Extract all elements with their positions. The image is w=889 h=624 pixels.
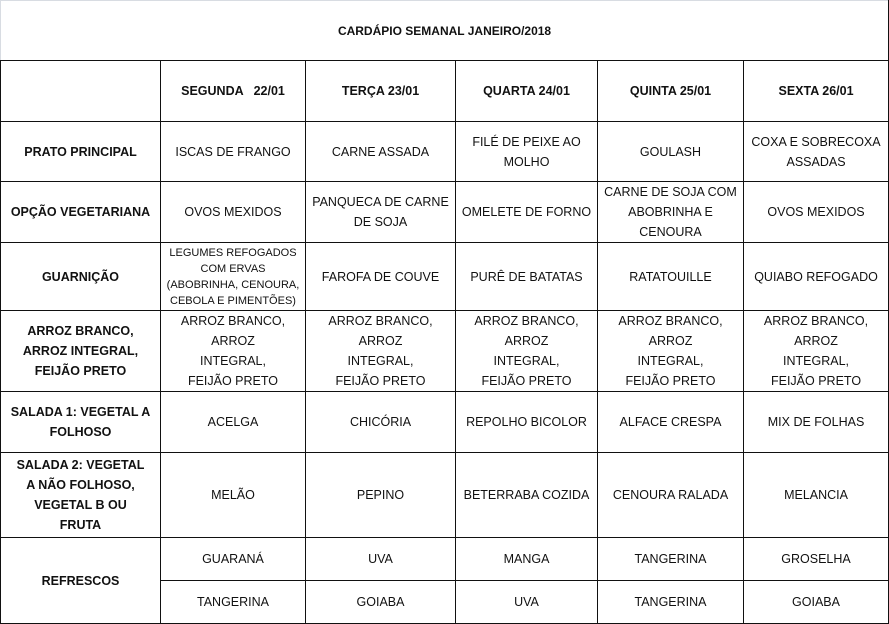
corner-cell bbox=[0, 60, 161, 122]
menu-cell: ALFACE CRESPA bbox=[597, 391, 744, 453]
refresco-cell: GROSELHA bbox=[742, 537, 889, 581]
menu-cell: ARROZ BRANCO, ARROZ INTEGRAL, FEIJÃO PRE… bbox=[160, 310, 306, 392]
menu-cell: FILÉ DE PEIXE AO MOLHO bbox=[455, 121, 598, 182]
refresco-cell: UVA bbox=[305, 537, 456, 581]
refresco-cell: GUARANÁ bbox=[160, 537, 306, 581]
menu-cell: QUIABO REFOGADO bbox=[742, 242, 889, 311]
title-row: CARDÁPIO SEMANAL JANEIRO/2018 bbox=[0, 0, 889, 61]
menu-cell: OMELETE DE FORNO bbox=[455, 181, 598, 243]
day-header: TERÇA 23/01 bbox=[305, 60, 456, 122]
menu-cell: BETERRABA COZIDA bbox=[455, 452, 598, 538]
refresco-cell: MANGA bbox=[455, 537, 598, 581]
table-row: OPÇÃO VEGETARIANA OVOS MEXIDOS PANQUECA DE… bbox=[0, 181, 889, 243]
menu-cell: CARNE ASSADA bbox=[305, 121, 456, 182]
menu-title: CARDÁPIO SEMANAL JANEIRO/2018 bbox=[0, 0, 889, 61]
row-label: SALADA 2: VEGETAL A NÃO FOLHOSO, VEGETAL… bbox=[0, 452, 161, 538]
row-label: OPÇÃO VEGETARIANA bbox=[0, 181, 161, 243]
menu-cell: PURÊ DE BATATAS bbox=[455, 242, 598, 311]
menu-cell: ARROZ BRANCO, ARROZ INTEGRAL, FEIJÃO PRE… bbox=[305, 310, 456, 392]
menu-cell: ARROZ BRANCO, ARROZ INTEGRAL, FEIJÃO PRE… bbox=[455, 310, 598, 392]
refresco-cell: TANGERINA bbox=[160, 580, 306, 624]
row-label: REFRESCOS bbox=[0, 537, 161, 624]
menu-cell: RATATOUILLE bbox=[597, 242, 744, 311]
table-row: SALADA 2: VEGETAL A NÃO FOLHOSO, VEGETAL… bbox=[0, 452, 889, 538]
refrescos-row: REFRESCOS GUARANÁ UVA MANGA TANGERINA GROSELH… bbox=[0, 537, 889, 624]
day-header: QUINTA 25/01 bbox=[597, 60, 744, 122]
refresco-cell: GOIABA bbox=[742, 580, 889, 624]
menu-cell: CHICÓRIA bbox=[305, 391, 456, 453]
day-header: SEXTA 26/01 bbox=[742, 60, 889, 122]
header-row: SEGUNDA 22/01 TERÇA 23/01 QUARTA 24/01 Q… bbox=[0, 60, 889, 122]
menu-cell: OVOS MEXIDOS bbox=[160, 181, 306, 243]
menu-cell: MELANCIA bbox=[742, 452, 889, 538]
menu-cell: MIX DE FOLHAS bbox=[742, 391, 889, 453]
menu-cell: MELÃO bbox=[160, 452, 306, 538]
table-row: GUARNIÇÃO LEGUMES REFOGADOS COM ERVAS (AB… bbox=[0, 242, 889, 311]
menu-cell: COXA E SOBRECOXA ASSADAS bbox=[742, 121, 889, 182]
refresco-cell: GOIABA bbox=[305, 580, 456, 624]
menu-cell: OVOS MEXIDOS bbox=[742, 181, 889, 243]
refresco-cell: TANGERINA bbox=[597, 580, 744, 624]
row-label: GUARNIÇÃO bbox=[0, 242, 161, 311]
table-row: PRATO PRINCIPAL ISCAS DE FRANGO CARNE ASSA… bbox=[0, 121, 889, 182]
menu-cell: LEGUMES REFOGADOS COM ERVAS (ABOBRINHA, … bbox=[160, 242, 306, 311]
menu-cell: ISCAS DE FRANGO bbox=[160, 121, 306, 182]
row-label: ARROZ BRANCO, ARROZ INTEGRAL, FEIJÃO PRE… bbox=[0, 310, 161, 392]
day-header: QUARTA 24/01 bbox=[455, 60, 598, 122]
menu-cell: PANQUECA DE CARNE DE SOJA bbox=[305, 181, 456, 243]
menu-cell: PEPINO bbox=[305, 452, 456, 538]
row-label: SALADA 1: VEGETAL A FOLHOSO bbox=[0, 391, 161, 453]
table-row: SALADA 1: VEGETAL A FOLHOSO ACELGA CHICÓRI… bbox=[0, 391, 889, 453]
row-label: PRATO PRINCIPAL bbox=[0, 121, 161, 182]
menu-cell: CARNE DE SOJA COM ABOBRINHA E CENOURA bbox=[597, 181, 744, 243]
refresco-cell: UVA bbox=[455, 580, 598, 624]
menu-cell: ACELGA bbox=[160, 391, 306, 453]
menu-cell: REPOLHO BICOLOR bbox=[455, 391, 598, 453]
menu-cell: FAROFA DE COUVE bbox=[305, 242, 456, 311]
menu-cell: ARROZ BRANCO, ARROZ INTEGRAL, FEIJÃO PRE… bbox=[597, 310, 744, 392]
day-header: SEGUNDA 22/01 bbox=[160, 60, 306, 122]
table-row: ARROZ BRANCO, ARROZ INTEGRAL, FEIJÃO PRE… bbox=[0, 310, 889, 392]
menu-cell: ARROZ BRANCO, ARROZ INTEGRAL, FEIJÃO PRE… bbox=[742, 310, 889, 392]
refresco-cell: TANGERINA bbox=[597, 537, 744, 581]
menu-cell: CENOURA RALADA bbox=[597, 452, 744, 538]
menu-cell: GOULASH bbox=[597, 121, 744, 182]
